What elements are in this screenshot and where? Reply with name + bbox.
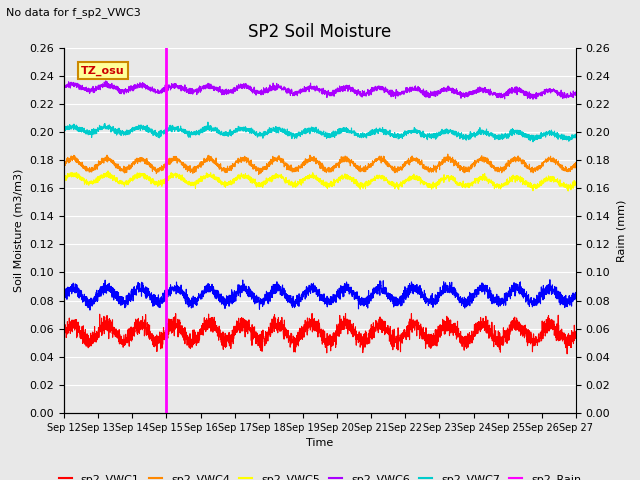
sp2_VWC2 — [86, 307, 94, 313]
sp2_VWC5 — [149, 176, 157, 182]
X-axis label: Time: Time — [307, 438, 333, 448]
sp2_VWC1 — [308, 311, 316, 316]
Line: sp2_VWC1: sp2_VWC1 — [64, 313, 576, 354]
sp2_VWC5 — [507, 177, 515, 182]
sp2_VWC1 — [149, 342, 157, 348]
sp2_VWC4 — [255, 171, 262, 177]
sp2_VWC1 — [507, 324, 515, 329]
sp2_VWC5 — [563, 183, 570, 189]
sp2_VWC5 — [118, 180, 126, 185]
sp2_VWC7 — [507, 130, 515, 135]
sp2_VWC4 — [118, 167, 126, 173]
Line: sp2_VWC2: sp2_VWC2 — [64, 280, 576, 310]
sp2_VWC7 — [563, 136, 570, 142]
sp2_VWC7 — [572, 132, 580, 137]
sp2_VWC4 — [149, 166, 157, 171]
sp2_VWC6 — [60, 83, 68, 88]
sp2_VWC2 — [572, 295, 580, 301]
sp2_VWC2 — [118, 296, 126, 301]
sp2_VWC4 — [572, 160, 580, 166]
sp2_VWC2 — [507, 287, 515, 293]
sp2_VWC6 — [118, 87, 126, 93]
sp2_VWC5 — [572, 181, 580, 187]
Title: SP2 Soil Moisture: SP2 Soil Moisture — [248, 23, 392, 41]
Y-axis label: Raim (mm): Raim (mm) — [616, 199, 626, 262]
sp2_VWC1 — [563, 340, 570, 346]
sp2_VWC6 — [572, 91, 580, 96]
Line: sp2_VWC7: sp2_VWC7 — [64, 122, 576, 142]
sp2_VWC7 — [529, 139, 537, 144]
sp2_VWC2 — [149, 303, 157, 309]
Line: sp2_VWC4: sp2_VWC4 — [64, 154, 576, 174]
sp2_VWC5 — [104, 168, 112, 174]
sp2_VWC4 — [279, 156, 287, 162]
sp2_VWC2 — [60, 298, 68, 303]
sp2_VWC1 — [118, 337, 126, 343]
sp2_VWC7 — [149, 129, 157, 135]
sp2_VWC7 — [60, 127, 68, 132]
sp2_VWC1 — [572, 331, 580, 336]
sp2_VWC7 — [204, 119, 212, 125]
sp2_VWC5 — [279, 175, 287, 181]
sp2_VWC6 — [149, 88, 157, 94]
Text: TZ_osu: TZ_osu — [81, 65, 125, 75]
sp2_VWC1 — [563, 351, 571, 357]
sp2_VWC6 — [257, 89, 264, 95]
Line: sp2_VWC5: sp2_VWC5 — [64, 171, 576, 191]
sp2_VWC4 — [444, 151, 452, 157]
sp2_VWC2 — [546, 277, 554, 283]
sp2_VWC5 — [564, 188, 572, 194]
sp2_VWC6 — [102, 78, 109, 84]
sp2_VWC1 — [257, 343, 264, 348]
sp2_VWC4 — [508, 156, 515, 162]
Legend: sp2_VWC1, sp2_VWC2, sp2_VWC4, sp2_VWC5, sp2_VWC6, sp2_VWC7, sp2_Rain: sp2_VWC1, sp2_VWC2, sp2_VWC4, sp2_VWC5, … — [54, 469, 586, 480]
sp2_VWC7 — [118, 129, 126, 134]
Y-axis label: Soil Moisture (m3/m3): Soil Moisture (m3/m3) — [14, 168, 24, 292]
Line: sp2_VWC6: sp2_VWC6 — [64, 81, 576, 99]
sp2_VWC5 — [60, 175, 68, 180]
sp2_VWC6 — [279, 85, 287, 91]
sp2_VWC2 — [279, 292, 287, 298]
sp2_VWC1 — [278, 324, 286, 330]
sp2_VWC1 — [60, 328, 68, 334]
sp2_VWC6 — [507, 86, 515, 92]
sp2_VWC6 — [529, 96, 537, 102]
sp2_VWC2 — [563, 299, 570, 305]
Text: No data for f_sp2_VWC3: No data for f_sp2_VWC3 — [6, 7, 141, 18]
sp2_VWC4 — [60, 163, 68, 169]
sp2_VWC6 — [563, 95, 570, 100]
sp2_VWC5 — [257, 182, 264, 188]
sp2_VWC7 — [279, 128, 287, 134]
sp2_VWC4 — [257, 166, 264, 172]
sp2_VWC7 — [257, 130, 264, 136]
sp2_VWC4 — [563, 167, 570, 173]
sp2_VWC2 — [257, 296, 264, 301]
